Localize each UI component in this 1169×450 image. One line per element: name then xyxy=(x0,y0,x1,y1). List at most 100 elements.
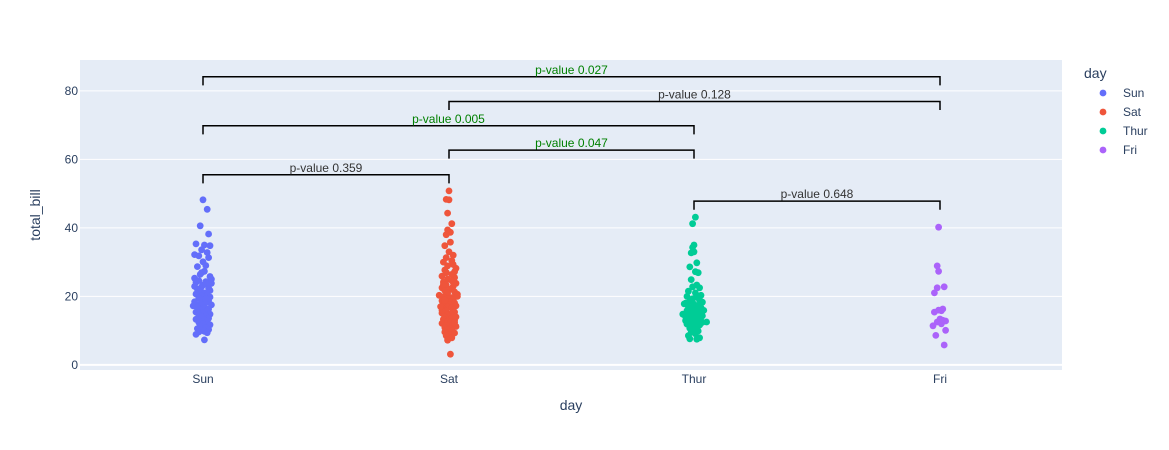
x-tick-label: Sat xyxy=(440,372,459,386)
series-sun xyxy=(189,196,215,344)
data-point[interactable] xyxy=(203,249,211,256)
data-point[interactable] xyxy=(687,249,695,257)
data-point[interactable] xyxy=(202,295,210,303)
data-points xyxy=(189,187,949,358)
data-point[interactable] xyxy=(449,251,457,259)
data-point[interactable] xyxy=(700,307,708,314)
data-point[interactable] xyxy=(442,231,450,239)
data-point[interactable] xyxy=(933,262,941,270)
data-point[interactable] xyxy=(194,304,201,312)
data-point[interactable] xyxy=(198,246,206,254)
data-point[interactable] xyxy=(689,220,696,228)
data-point[interactable] xyxy=(440,281,447,288)
data-point[interactable] xyxy=(940,341,948,349)
legend-label: Sun xyxy=(1123,86,1144,100)
data-point[interactable] xyxy=(693,259,701,267)
data-point[interactable] xyxy=(442,269,450,276)
bracket-line xyxy=(693,200,941,210)
data-point[interactable] xyxy=(448,220,456,228)
legend-item-fri[interactable]: Fri xyxy=(1099,143,1137,157)
data-point[interactable] xyxy=(445,187,453,195)
data-point[interactable] xyxy=(686,335,694,343)
data-point[interactable] xyxy=(451,319,458,327)
data-point[interactable] xyxy=(192,331,200,338)
p-value-annotations: p-value 0.359 p-value 0.047 p-value 0.005 p… xyxy=(202,63,941,210)
legend-item-thur[interactable]: Thur xyxy=(1099,124,1148,138)
data-point[interactable] xyxy=(682,317,689,325)
data-point[interactable] xyxy=(703,318,710,326)
series-thur xyxy=(679,213,710,343)
p-value-bracket: p-value 0.128 xyxy=(448,87,941,111)
bracket-line xyxy=(448,149,695,159)
legend-label: Thur xyxy=(1123,124,1148,138)
data-point[interactable] xyxy=(935,306,942,314)
legend-item-sat[interactable]: Sat xyxy=(1099,105,1142,119)
data-point[interactable] xyxy=(202,262,210,269)
data-point[interactable] xyxy=(685,287,692,295)
data-point[interactable] xyxy=(447,350,454,358)
data-point[interactable] xyxy=(206,242,214,250)
data-point[interactable] xyxy=(205,230,213,238)
data-point[interactable] xyxy=(437,303,444,310)
data-point[interactable] xyxy=(929,322,937,330)
data-point[interactable] xyxy=(195,252,203,260)
data-point[interactable] xyxy=(454,293,461,300)
data-point[interactable] xyxy=(933,284,941,292)
data-point[interactable] xyxy=(942,326,949,334)
data-point[interactable] xyxy=(449,278,457,286)
p-value-bracket: p-value 0.359 xyxy=(202,161,450,184)
y-tick-label: 80 xyxy=(65,84,79,98)
data-point[interactable] xyxy=(932,332,940,339)
data-point[interactable] xyxy=(686,263,694,271)
data-point[interactable] xyxy=(199,196,207,204)
data-point[interactable] xyxy=(441,296,449,304)
data-point[interactable] xyxy=(687,276,695,283)
data-point[interactable] xyxy=(191,283,199,290)
data-point[interactable] xyxy=(444,336,451,344)
data-point[interactable] xyxy=(939,316,947,324)
data-point[interactable] xyxy=(203,205,211,213)
x-tick-label: Sun xyxy=(192,372,213,386)
data-point[interactable] xyxy=(192,240,200,248)
data-point[interactable] xyxy=(194,263,201,270)
data-point[interactable] xyxy=(205,254,213,261)
data-point[interactable] xyxy=(931,289,938,297)
y-gridlines xyxy=(80,90,1062,366)
data-point[interactable] xyxy=(693,335,701,343)
data-point[interactable] xyxy=(203,329,211,337)
legend[interactable]: day Sun Sat Thur Fri xyxy=(1084,65,1148,157)
p-value-label: p-value 0.359 xyxy=(290,161,363,175)
plot-background xyxy=(80,60,1062,370)
p-value-label: p-value 0.005 xyxy=(412,112,485,126)
data-point[interactable] xyxy=(694,269,702,277)
data-point[interactable] xyxy=(696,284,703,292)
data-point[interactable] xyxy=(447,238,454,246)
data-point[interactable] xyxy=(940,283,948,291)
data-point[interactable] xyxy=(692,213,699,221)
legend-item-sun[interactable]: Sun xyxy=(1099,86,1145,100)
data-point[interactable] xyxy=(689,283,696,291)
data-point[interactable] xyxy=(935,267,942,275)
data-point[interactable] xyxy=(679,310,687,318)
data-point[interactable] xyxy=(208,279,215,287)
x-axis-title: day xyxy=(560,397,583,413)
y-tick-label: 40 xyxy=(65,221,79,235)
y-tick-label: 20 xyxy=(65,289,79,303)
x-tick-label: Thur xyxy=(682,372,707,386)
data-point[interactable] xyxy=(198,269,206,277)
data-point[interactable] xyxy=(935,223,942,231)
data-point[interactable] xyxy=(452,313,460,321)
data-point[interactable] xyxy=(680,300,688,308)
data-point[interactable] xyxy=(196,222,204,230)
data-point[interactable] xyxy=(441,242,449,250)
bracket-line xyxy=(202,125,695,135)
p-value-label: p-value 0.027 xyxy=(535,63,608,77)
data-point[interactable] xyxy=(201,336,208,344)
p-value-bracket: p-value 0.648 xyxy=(693,187,941,210)
data-point[interactable] xyxy=(445,196,453,204)
bracket-line xyxy=(448,100,941,111)
data-point[interactable] xyxy=(692,330,699,338)
data-point[interactable] xyxy=(444,209,451,217)
